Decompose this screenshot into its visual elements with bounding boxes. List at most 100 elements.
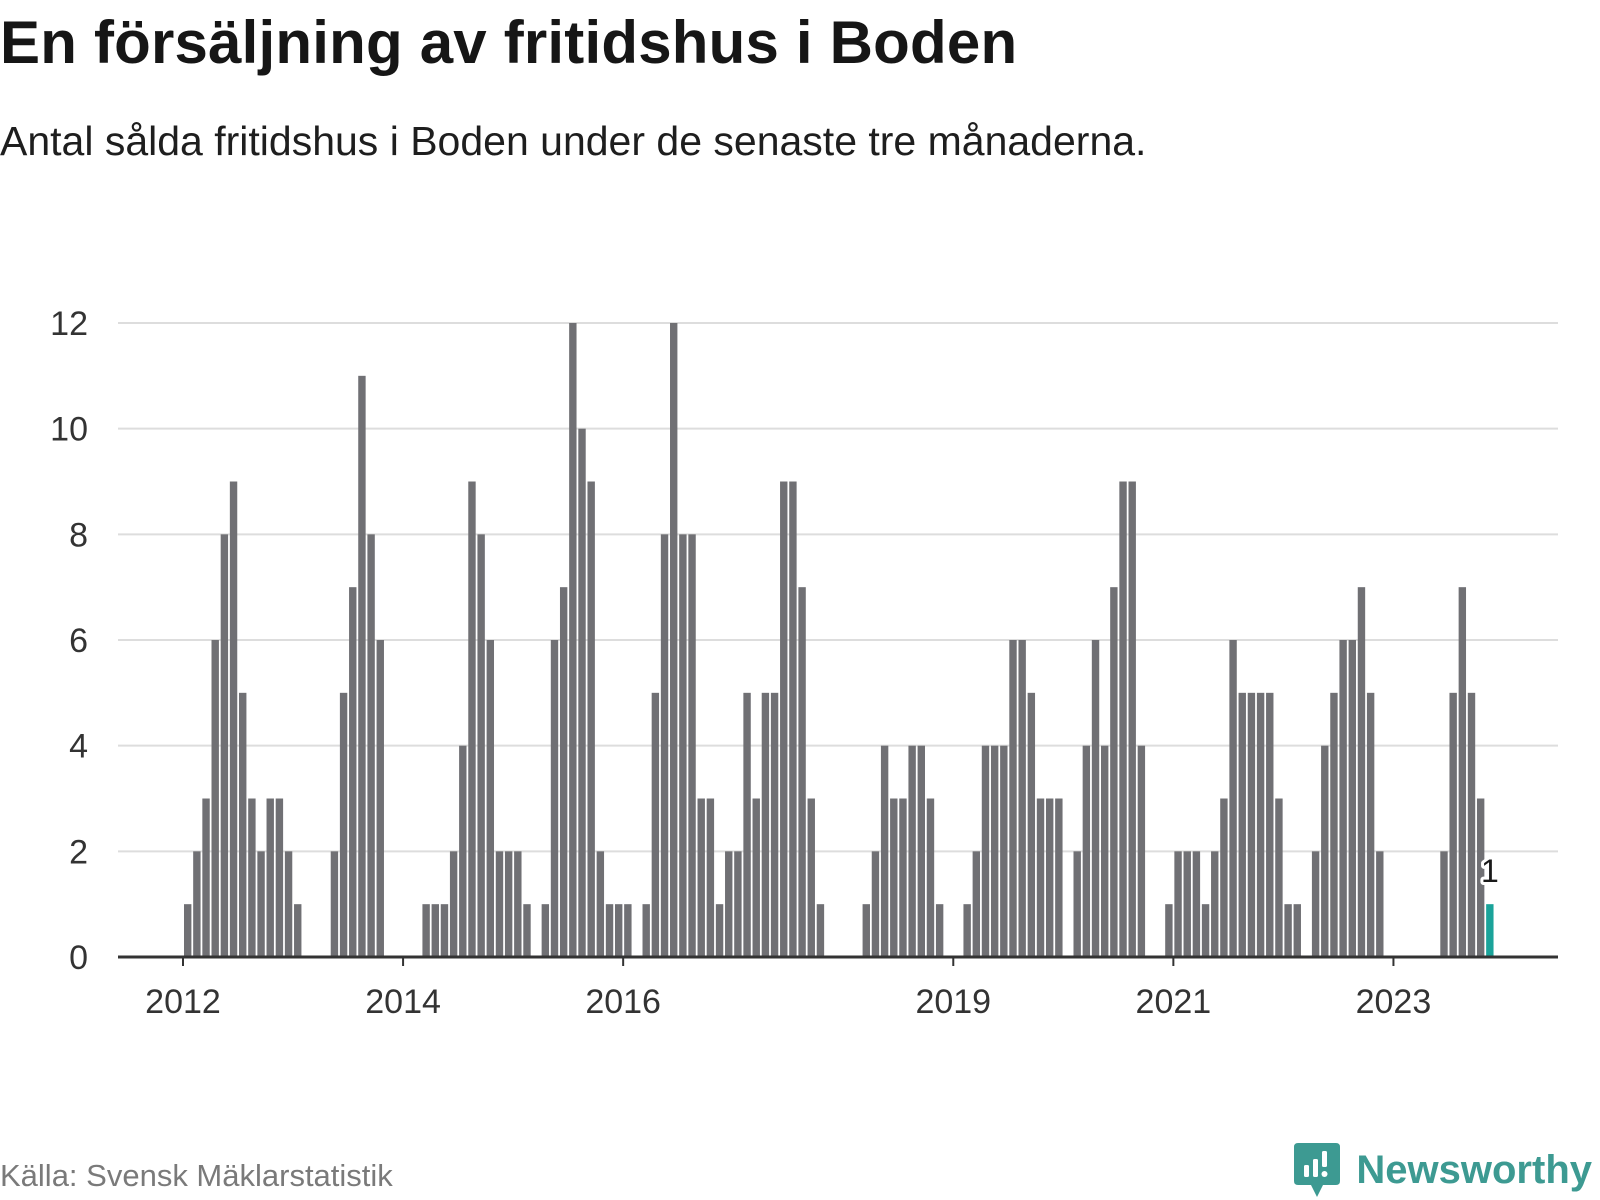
bar — [1440, 851, 1448, 957]
bar — [596, 851, 605, 957]
bar — [981, 745, 990, 957]
bar — [1055, 798, 1063, 957]
chart-title: En försäljning av fritidshus i Boden — [0, 9, 1018, 76]
bar — [1238, 692, 1246, 957]
chart-subtitle: Antal sålda fritidshus i Boden under de … — [0, 118, 1147, 164]
bar — [1119, 481, 1127, 957]
newsworthy-logo-icon — [1294, 1143, 1341, 1197]
y-tick-label: 12 — [50, 305, 88, 343]
bar-chart: 0 2 4 6 8 10 12 2012 2014 2016 2019 2021 2023 1 — [50, 305, 1558, 1021]
bar — [789, 481, 797, 957]
bar — [1220, 798, 1228, 957]
brand[interactable]: Newsworthy — [1292, 1141, 1592, 1199]
data-label: 1 — [1481, 853, 1499, 889]
bar — [248, 798, 256, 957]
bar — [367, 534, 375, 957]
bar — [807, 798, 815, 957]
x-tick-label: 2014 — [365, 983, 441, 1021]
bar — [1293, 904, 1301, 957]
bar — [780, 481, 788, 957]
bar — [578, 428, 586, 957]
bar — [1018, 640, 1026, 957]
bar — [862, 904, 870, 957]
bar — [1201, 904, 1210, 957]
bar — [523, 904, 531, 957]
bar — [871, 851, 880, 957]
bar — [504, 851, 513, 957]
bar — [495, 851, 504, 957]
bar — [706, 798, 715, 957]
bar — [1192, 851, 1201, 957]
bar — [294, 904, 302, 957]
x-tick-label: 2021 — [1136, 983, 1212, 1021]
bar — [1128, 481, 1136, 957]
bar — [926, 798, 935, 957]
x-tick-label: 2023 — [1356, 983, 1432, 1021]
bar — [761, 692, 770, 957]
bar — [541, 904, 550, 957]
bar — [284, 851, 293, 957]
y-tick-label: 4 — [69, 728, 88, 766]
bar — [642, 904, 650, 957]
bar — [1027, 692, 1036, 957]
bar — [1229, 640, 1237, 957]
bar — [1458, 587, 1467, 957]
bar — [1211, 851, 1219, 957]
bar — [890, 798, 898, 957]
bar — [449, 851, 458, 957]
bar — [935, 904, 944, 957]
bars — [184, 323, 1494, 957]
bar — [1247, 692, 1256, 957]
bar — [1366, 692, 1375, 957]
bar — [266, 798, 274, 957]
bar — [477, 534, 485, 957]
bar — [697, 798, 705, 957]
bar — [193, 851, 201, 957]
bar — [1091, 640, 1100, 957]
bar — [880, 745, 889, 957]
bar — [220, 534, 229, 957]
bar — [798, 587, 806, 957]
bar — [679, 534, 687, 957]
bar — [184, 904, 192, 957]
bar — [1256, 692, 1265, 957]
bar — [459, 745, 467, 957]
bar — [990, 745, 999, 957]
bar — [587, 481, 595, 957]
bar — [605, 904, 614, 957]
bar — [1449, 692, 1457, 957]
y-tick-label: 2 — [69, 833, 88, 871]
bar — [1073, 851, 1081, 957]
bar — [486, 640, 495, 957]
x-axis-tick-labels: 2012 2014 2016 2019 2021 2023 — [145, 957, 1431, 1021]
bar — [1174, 851, 1182, 957]
bar — [1110, 587, 1118, 957]
bar — [229, 481, 238, 957]
bar — [743, 692, 751, 957]
bar — [422, 904, 430, 957]
bar — [1000, 745, 1008, 957]
bar — [1330, 692, 1338, 957]
bar — [899, 798, 907, 957]
brand-name: Newsworthy — [1356, 1147, 1592, 1192]
bar — [963, 904, 971, 957]
bar — [349, 587, 357, 957]
bar — [908, 745, 916, 957]
x-tick-label: 2012 — [145, 983, 221, 1021]
bar — [1321, 745, 1329, 957]
bar — [670, 323, 678, 957]
y-tick-label: 6 — [69, 622, 88, 660]
bar — [688, 534, 696, 957]
bar — [257, 851, 265, 957]
y-tick-label: 10 — [50, 411, 88, 449]
bar — [752, 798, 760, 957]
bar — [917, 745, 925, 957]
bar — [1275, 798, 1283, 957]
bar — [358, 375, 366, 957]
bar — [1467, 692, 1476, 957]
bar — [559, 587, 568, 957]
bar — [1137, 745, 1146, 957]
y-axis-tick-labels: 0 2 4 6 8 10 12 — [50, 305, 88, 977]
bar — [1101, 745, 1109, 957]
bar — [1357, 587, 1366, 957]
